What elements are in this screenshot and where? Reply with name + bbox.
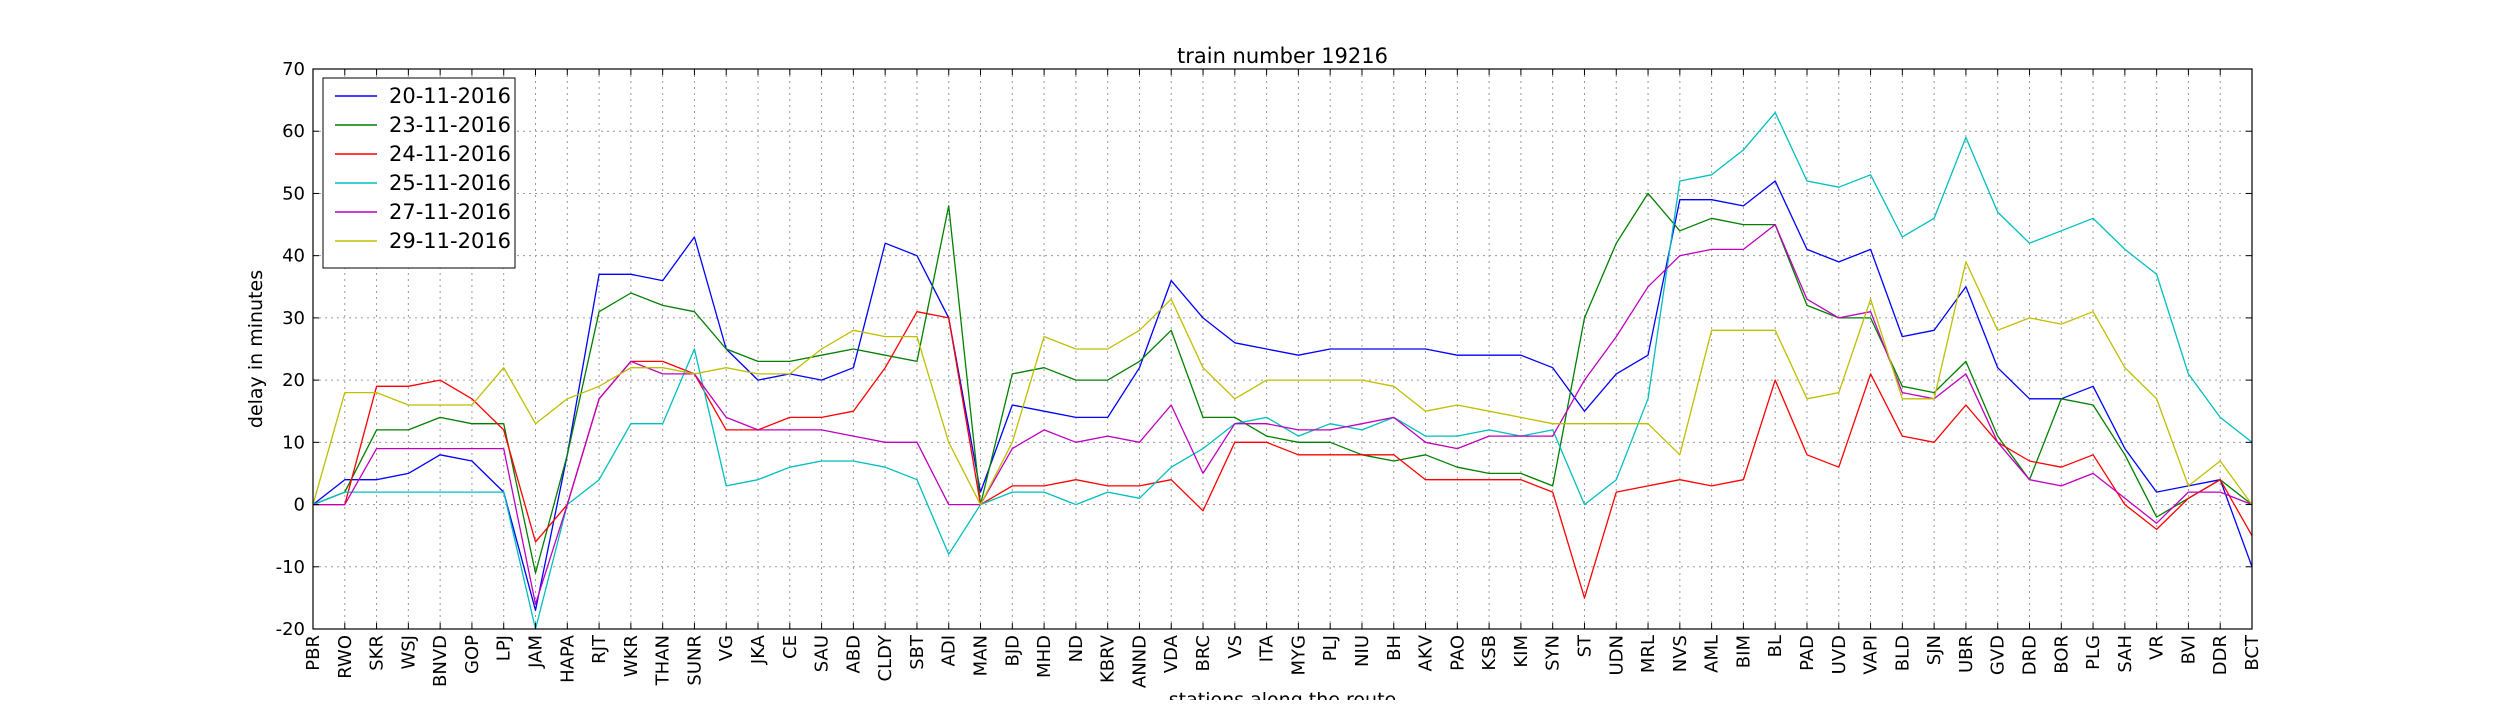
chart-title: train number 19216: [1177, 44, 1388, 68]
x-category-label: PLJ: [1320, 635, 1341, 661]
x-category-label: RWO: [335, 635, 356, 679]
legend-label: 29-11-2016: [389, 229, 511, 253]
series-line-5: [313, 223, 2253, 605]
legend: 20-11-2016 23-11-2016 24-11-2016 25-11-2016…: [322, 77, 516, 269]
x-category-label: MHD: [1034, 635, 1055, 678]
x-category-label: HAPA: [557, 634, 578, 683]
x-category-label: CLDY: [875, 634, 896, 681]
y-tick-label: 50: [282, 183, 305, 204]
x-category-label: PAD: [1797, 635, 1818, 671]
x-category-label: VG: [716, 635, 737, 661]
y-tick-label: 30: [282, 308, 305, 329]
x-category-label: MYG: [1288, 635, 1309, 675]
x-category-label: UVD: [1829, 635, 1850, 674]
x-category-label: ST: [1574, 634, 1595, 657]
series-line-4: [312, 111, 2253, 630]
x-category-label: PLG: [2083, 635, 2104, 670]
x-category-label: SAH: [2115, 635, 2136, 673]
x-category-label: SYN: [1543, 635, 1564, 671]
x-category-label: SAU: [812, 635, 833, 672]
x-category-label: BL: [1765, 635, 1786, 657]
legend-label: 24-11-2016: [389, 142, 511, 166]
x-category-label: SJN: [1924, 635, 1945, 665]
x-category-label: MAN: [971, 635, 992, 676]
x-category-label: VR: [2147, 635, 2168, 660]
y-tick-label: 10: [282, 432, 305, 453]
x-category-label: ANND: [1129, 635, 1150, 688]
legend-label: 20-11-2016: [389, 84, 511, 108]
x-category-label: SBT: [907, 634, 928, 670]
x-category-label: NVS: [1670, 635, 1691, 672]
x-category-label: GOP: [462, 635, 483, 674]
legend-frame: [322, 77, 516, 269]
x-category-label: VAPI: [1861, 635, 1882, 675]
axis-layer: -20 -10 0 10 20 30 40 50 60 70 PBR RWO SKR WSJ BNVD GOP…: [276, 59, 2263, 688]
x-category-label: ND: [1066, 635, 1087, 662]
x-category-label: KBRV: [1098, 634, 1119, 683]
x-category-label: CE: [780, 635, 801, 659]
series-line-6: [312, 261, 2253, 506]
x-category-label: BJD: [1002, 635, 1023, 667]
x-category-label: AKV: [1416, 634, 1437, 671]
x-category-label: KIM: [1511, 635, 1532, 668]
y-tick-label: 0: [294, 495, 305, 516]
x-category-label: ADI: [939, 635, 960, 666]
x-category-label: VS: [1225, 635, 1246, 659]
x-category-label: BNVD: [430, 635, 451, 687]
x-category-label: BVI: [2178, 635, 2199, 664]
series-line-1: [312, 180, 2253, 611]
x-category-label: THAN: [653, 635, 674, 686]
x-category-label: MRL: [1638, 635, 1659, 673]
series-layer: [312, 111, 2253, 630]
y-axis-title: delay in minutes: [245, 270, 267, 428]
x-category-label: WKR: [621, 635, 642, 677]
x-category-label: NIU: [1352, 635, 1373, 667]
grid-layer: [313, 69, 2252, 629]
legend-label: 23-11-2016: [389, 113, 511, 137]
x-category-label: JKA: [748, 634, 769, 665]
x-category-label: ITA: [1257, 634, 1278, 662]
x-category-label: SUNR: [684, 635, 705, 686]
y-tick-label: 60: [282, 121, 305, 142]
x-category-label: WSJ: [398, 635, 419, 670]
x-axis-title: stations along the route: [1169, 689, 1396, 700]
y-tick-label: 40: [282, 246, 305, 267]
y-tick-label: 20: [282, 370, 305, 391]
x-category-label: AML: [1702, 635, 1723, 673]
x-category-label: DRD: [2019, 635, 2040, 675]
x-category-label: BIM: [1733, 635, 1754, 668]
x-category-label: VDA: [1161, 634, 1182, 673]
x-category-label: PAO: [1447, 635, 1468, 671]
x-category-label: SKR: [367, 635, 388, 671]
x-category-label: LPJ: [494, 635, 515, 661]
x-category-label: ABD: [843, 635, 864, 674]
x-category-label: UDN: [1606, 635, 1627, 676]
series-line-2: [312, 192, 2253, 574]
x-category-label: KSB: [1479, 635, 1500, 671]
x-category-label: DDR: [2210, 635, 2231, 675]
plot-frame: [312, 68, 2253, 630]
x-category-label: GVD: [1988, 635, 2009, 675]
y-tick-label: 70: [282, 59, 305, 80]
legend-label: 25-11-2016: [389, 171, 511, 195]
x-category-label: BRC: [1193, 635, 1214, 672]
x-category-label: JAM: [526, 635, 547, 669]
x-category-label: RJT: [589, 634, 610, 664]
y-tick-label: -10: [276, 557, 305, 578]
x-category-label: BOR: [2051, 635, 2072, 674]
legend-label: 27-11-2016: [389, 200, 511, 224]
x-category-label: UBR: [1956, 635, 1977, 673]
y-tick-label: -20: [276, 619, 305, 640]
x-category-label: BH: [1384, 635, 1405, 661]
x-category-label: PBR: [303, 635, 324, 671]
series-line-3: [313, 311, 2253, 599]
x-category-label: BCT: [2242, 634, 2263, 671]
x-category-label: BLD: [1892, 635, 1913, 671]
